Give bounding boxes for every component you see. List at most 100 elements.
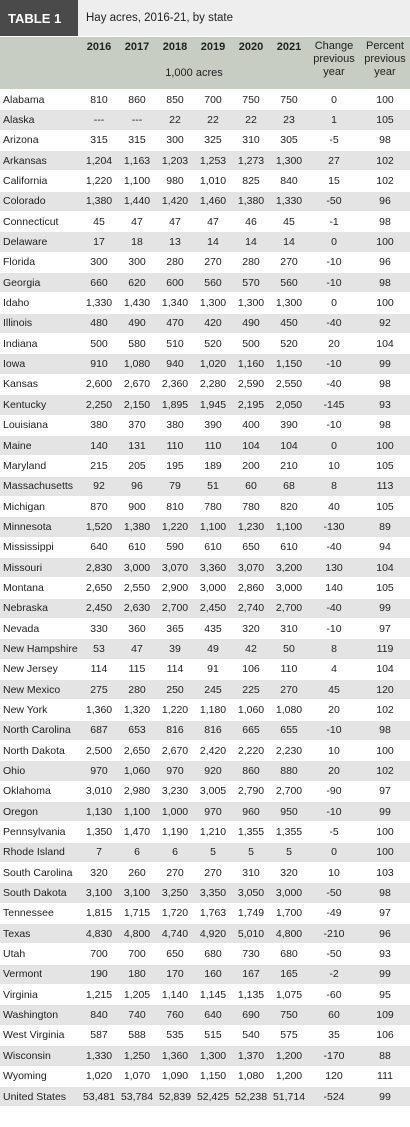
cell-value: 1,070 xyxy=(118,1065,156,1087)
cell-value: 195 xyxy=(156,455,194,477)
cell-value: 113 xyxy=(360,475,410,497)
cell-value: 260 xyxy=(118,862,156,883)
cell-value: 1,460 xyxy=(194,190,232,212)
cell-value: 103 xyxy=(360,862,410,883)
cell-value: 1,360 xyxy=(156,1045,194,1066)
cell-value: 730 xyxy=(232,943,270,965)
cell-value: 49 xyxy=(194,638,232,660)
cell-value: 0 xyxy=(308,292,360,314)
cell-value: 3,100 xyxy=(118,882,156,904)
cell-value: -10 xyxy=(308,414,360,436)
cell-value: 640 xyxy=(194,1004,232,1026)
table-row: Florida 300 300 280 270 280 270 -10 96 xyxy=(0,251,410,273)
cell-value: 5,010 xyxy=(232,923,270,944)
cell-value: --- xyxy=(80,109,118,131)
cell-value: 1,060 xyxy=(232,699,270,721)
cell-value: -90 xyxy=(308,780,360,802)
cell-value: 110 xyxy=(194,434,232,456)
cell-value: 515 xyxy=(194,1024,232,1046)
cell-value: 1 xyxy=(308,109,360,131)
cell-value: 870 xyxy=(80,495,118,517)
table-row: Alabama 810 860 850 700 750 750 0 100 xyxy=(0,88,410,110)
state-name: Tennessee xyxy=(0,902,80,924)
cell-value: 2,250 xyxy=(80,394,118,415)
cell-value: 960 xyxy=(232,801,270,822)
cell-value: 95 xyxy=(360,984,410,1005)
table-row: New Mexico 275 280 250 245 225 270 45 120 xyxy=(0,678,410,700)
cell-value: 17 xyxy=(80,231,118,253)
cell-value: 98 xyxy=(360,272,410,293)
cell-value: 97 xyxy=(360,902,410,924)
cell-value: 3,100 xyxy=(80,882,118,904)
cell-value: 2,230 xyxy=(270,739,308,761)
state-name: Kentucky xyxy=(0,394,80,415)
cell-value: 610 xyxy=(118,536,156,558)
cell-value: 45 xyxy=(270,211,308,232)
cell-value: -1 xyxy=(308,211,360,232)
table-row: North Carolina 687 653 816 816 665 655 -10 98 xyxy=(0,719,410,741)
cell-value: 97 xyxy=(360,780,410,802)
cell-value: 510 xyxy=(156,333,194,354)
cell-value: 105 xyxy=(360,495,410,517)
cell-value: 370 xyxy=(118,414,156,436)
cell-value: -10 xyxy=(308,272,360,293)
cell-value: -524 xyxy=(308,1085,360,1107)
cell-value: 1,203 xyxy=(156,150,194,171)
cell-value: 1,020 xyxy=(194,353,232,375)
cell-value: 104 xyxy=(232,434,270,456)
table-row: Mississippi 640 610 590 610 650 610 -40 94 xyxy=(0,536,410,558)
state-name: Washington xyxy=(0,1004,80,1026)
state-name: New Jersey xyxy=(0,658,80,680)
cell-value: 1,520 xyxy=(80,516,118,538)
cell-value: 2,740 xyxy=(232,597,270,619)
cell-value: 3,070 xyxy=(232,556,270,578)
cell-value: 1,749 xyxy=(232,902,270,924)
cell-value: 50 xyxy=(270,638,308,660)
cell-value: 0 xyxy=(308,231,360,253)
table-row: Nevada 330 360 365 435 320 310 -10 97 xyxy=(0,617,410,639)
cell-value: 3,200 xyxy=(270,556,308,578)
cell-value: 270 xyxy=(270,678,308,700)
cell-value: 840 xyxy=(80,1004,118,1026)
table-row: Colorado 1,380 1,440 1,420 1,460 1,380 1,330 -5… xyxy=(0,190,410,212)
column-heading: 2020 xyxy=(238,41,264,53)
state-name: Alaska xyxy=(0,109,80,131)
cell-value: 520 xyxy=(270,333,308,354)
table-row: Maine 140 131 110 110 104 104 0 100 xyxy=(0,434,410,456)
cell-value: 780 xyxy=(232,495,270,517)
cell-value: 1,075 xyxy=(270,984,308,1005)
state-name: West Virginia xyxy=(0,1024,80,1046)
cell-value: 99 xyxy=(360,353,410,375)
state-name: Delaware xyxy=(0,231,80,253)
cell-value: 270 xyxy=(156,862,194,883)
cell-value: 330 xyxy=(80,617,118,639)
cell-value: 860 xyxy=(118,88,156,110)
table-row: Wisconsin 1,330 1,250 1,360 1,300 1,370 1,200-… xyxy=(0,1045,410,1066)
cell-value: 1,080 xyxy=(270,699,308,721)
cell-value: 490 xyxy=(232,312,270,334)
cell-value: -10 xyxy=(308,353,360,375)
cell-value: 1,204 xyxy=(80,150,118,171)
cell-value: 2,670 xyxy=(118,373,156,395)
cell-value: 665 xyxy=(232,719,270,741)
cell-value: 92 xyxy=(80,475,118,497)
cell-value: 27 xyxy=(308,150,360,171)
cell-value: 760 xyxy=(156,1004,194,1026)
state-name: Vermont xyxy=(0,963,80,985)
cell-value: 53,481 xyxy=(80,1085,118,1107)
cell-value: 114 xyxy=(156,658,194,680)
cell-value: 5 xyxy=(270,841,308,863)
cell-value: 96 xyxy=(118,475,156,497)
cell-value: 450 xyxy=(270,312,308,334)
cell-value: 2,600 xyxy=(80,373,118,395)
cell-value: 1,380 xyxy=(118,516,156,538)
state-name: Pennsylvania xyxy=(0,821,80,843)
cell-value: 1,380 xyxy=(80,190,118,212)
cell-value: 60 xyxy=(308,1004,360,1026)
cell-value: 655 xyxy=(270,719,308,741)
cell-value: 360 xyxy=(118,617,156,639)
cell-value: 816 xyxy=(156,719,194,741)
column-heading: Percent previous year xyxy=(364,40,406,78)
cell-value: 102 xyxy=(360,699,410,721)
